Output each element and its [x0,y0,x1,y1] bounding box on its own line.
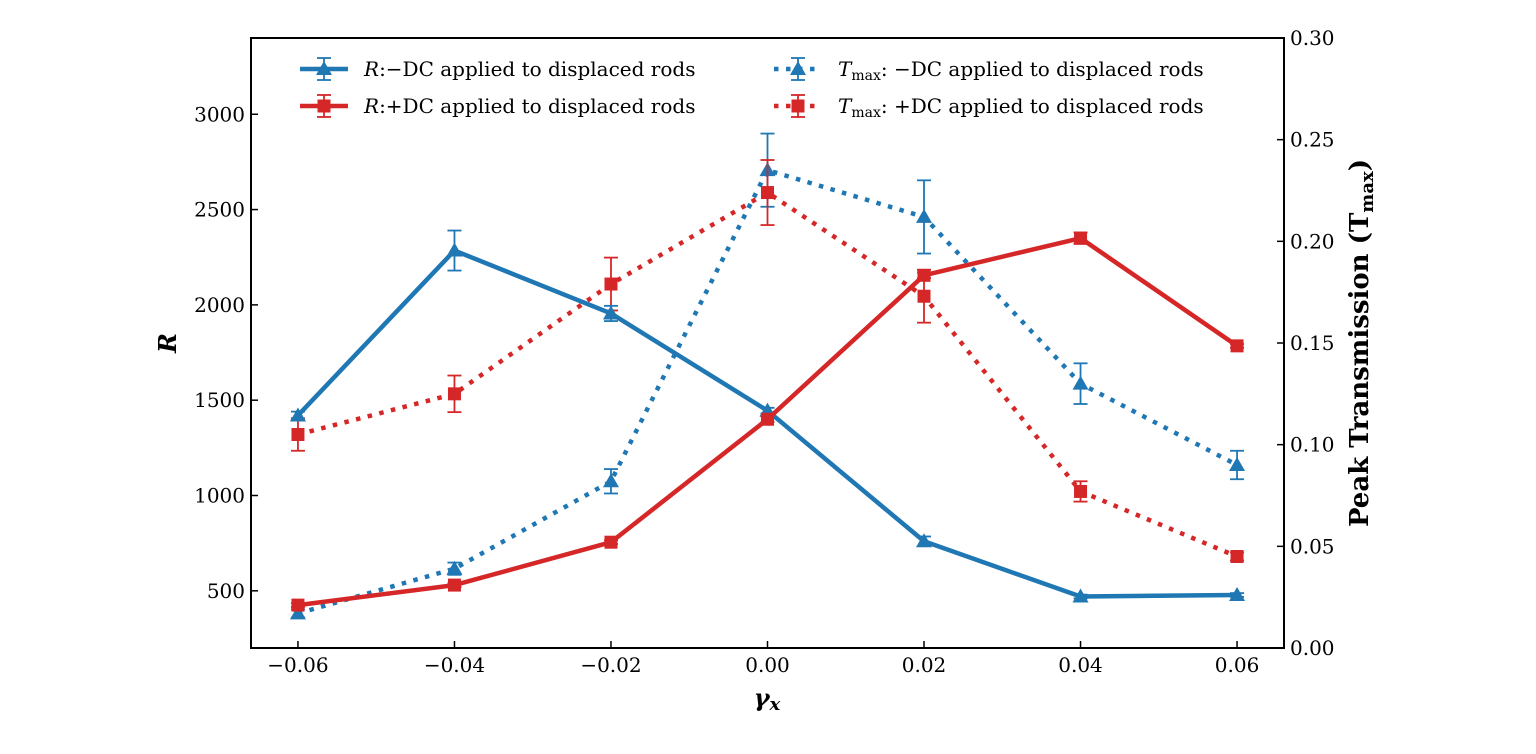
data-point [1072,588,1089,603]
series-0 [289,229,1246,603]
left-y-tick-label: 3000 [194,102,245,126]
data-point [602,473,619,488]
left-y-axis: 500 1000 1500 2000 2500 3000 [194,102,258,603]
data-point [446,560,463,575]
legend-label: Tmax: −DC applied to displaced rods [838,57,1204,84]
right-y-tick-label: 0.25 [1290,128,1335,152]
right-y-tick-label: 0.00 [1290,636,1335,660]
series-layer [289,132,1246,620]
legend-marker [316,61,332,75]
data-point [447,578,461,592]
legend-marker [317,99,331,113]
legend-entry-2: Tmax: −DC applied to displaced rods [774,57,1204,84]
right-y-axis: 0.00 0.05 0.10 0.15 0.20 0.25 0.30 [1277,26,1335,660]
legend-label-rest: : +DC applied to displaced rods [881,94,1204,118]
data-point [602,305,619,320]
data-point [761,412,774,426]
right-y-tick-label: 0.30 [1290,26,1335,50]
series-line [297,167,1239,616]
legend-label-sub: max [851,105,881,121]
data-point [1229,457,1246,471]
data-point [604,535,618,549]
right-axis-title-main: Peak Transmission (T [1345,212,1375,527]
data-point [1074,231,1088,245]
legend-label-rest: :−DC applied to displaced rods [379,57,695,81]
series-3 [290,159,1245,563]
legend-entry-1: R:+DC applied to displaced rods [300,94,695,118]
legend-label-sub: max [851,68,881,84]
left-y-tick-label: 500 [207,579,245,603]
x-tick-label: −0.02 [580,653,641,677]
data-point [291,598,305,612]
right-y-tick-label: 0.15 [1290,331,1335,355]
legend-label: R:+DC applied to displaced rods [363,94,695,118]
legend-label-rest: : −DC applied to displaced rods [881,57,1204,81]
right-axis-title: Peak Transmission (Tmax) [1345,159,1378,527]
x-tick-label: 0.02 [902,653,947,677]
x-tick-label: −0.04 [424,653,485,677]
data-point [917,289,931,303]
x-tick-label: 0.00 [745,653,790,677]
plot-frame [250,37,1285,649]
x-tick-label: −0.06 [267,653,328,677]
left-y-tick-label: 2000 [194,293,245,317]
x-tick-label: 0.04 [1058,653,1103,677]
x-axis-title: γx [754,683,781,715]
data-point [916,533,933,548]
data-point [1230,550,1244,563]
legend-label-var: T [838,57,853,81]
x-axis-title-main: γ [754,683,771,712]
right-axis-title-sub: max [1357,171,1378,213]
right-axis-title-end: ) [1345,159,1375,171]
x-axis-title-sub: x [769,694,781,715]
legend-entry-3: Tmax: +DC applied to displaced rods [774,94,1204,121]
data-point [917,268,931,282]
legend-entry-0: R:−DC applied to displaced rods [300,57,695,81]
data-point [1230,339,1244,353]
left-axis-title: R [153,333,182,354]
right-y-tick-label: 0.20 [1290,229,1335,253]
data-point [446,242,463,257]
data-point [916,208,933,223]
legend-label: Tmax: +DC applied to displaced rods [838,94,1204,121]
series-2 [289,132,1246,620]
right-y-tick-label: 0.10 [1290,433,1335,457]
legend-label-var: T [838,94,853,118]
legend-label-rest: :+DC applied to displaced rods [379,94,695,118]
series-1 [290,231,1245,612]
x-axis: −0.06 −0.04 −0.02 0.00 0.02 0.04 0.06 [267,641,1259,677]
data-point [1229,587,1246,602]
data-point [761,186,774,200]
legend-label-var: R [363,94,379,118]
data-point [1074,484,1088,498]
data-point [289,605,306,620]
data-point [289,407,306,422]
legend-marker [791,99,805,113]
right-y-tick-label: 0.05 [1290,534,1335,558]
data-point [1072,375,1089,390]
left-y-tick-label: 1000 [194,484,245,508]
left-y-tick-label: 2500 [194,198,245,222]
legend-label: R:−DC applied to displaced rods [363,57,695,81]
data-point [291,428,305,441]
x-tick-label: 0.06 [1215,653,1260,677]
left-y-tick-label: 1500 [194,388,245,412]
legend-label-var: R [363,57,379,81]
data-point [604,277,618,291]
legend-marker [790,61,806,75]
data-point [447,387,461,401]
